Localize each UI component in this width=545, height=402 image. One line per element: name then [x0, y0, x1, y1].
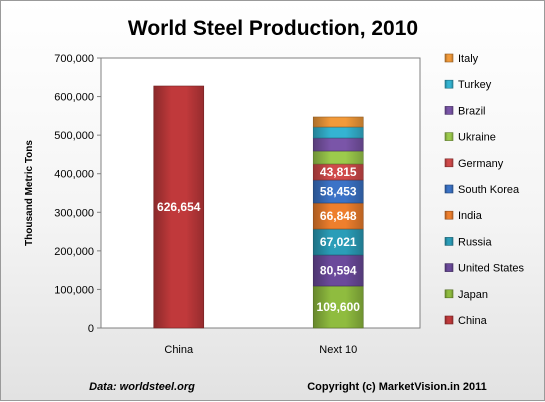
bar-next-10-japan: [312, 285, 364, 329]
legend-label: Russia: [458, 236, 493, 248]
legend-label: Ukraine: [458, 132, 496, 144]
copyright-notice: Copyright (c) MarketVision.in 2011: [307, 381, 487, 393]
plot-background: [100, 57, 421, 329]
y-tick-label: 500,000: [54, 130, 94, 142]
data-labels: 626,654 109,600 80,594 67,021 66,848 58,453 43…: [157, 165, 360, 314]
legend-swatch: [444, 106, 454, 115]
data-label: 109,600: [317, 300, 361, 314]
x-tick-label: China: [164, 344, 194, 356]
y-tick-label: 600,000: [54, 92, 94, 104]
legend-label: Brazil: [458, 105, 486, 117]
legend-swatch: [444, 237, 454, 246]
bar-next-10-italy: [312, 116, 364, 128]
data-label: 43,815: [320, 165, 357, 179]
bar-next-10-united-states: [312, 254, 364, 287]
y-tick-label: 700,000: [54, 53, 94, 65]
legend: Italy Turkey Brazil Ukraine Germany South Kor…: [444, 53, 525, 327]
data-label: 626,654: [157, 200, 201, 214]
bar-next-10-russia: [312, 228, 364, 256]
y-tick-label: 300,000: [54, 207, 94, 219]
legend-swatch: [444, 53, 454, 63]
data-label: 80,594: [320, 264, 357, 278]
legend-label: India: [458, 210, 483, 222]
data-label: 58,453: [320, 185, 357, 199]
bar-next-10-brazil: [312, 137, 364, 152]
y-axis-label: Thousand Metric Tons: [24, 140, 35, 246]
legend-label: Turkey: [458, 79, 492, 91]
legend-label: Germany: [458, 158, 504, 170]
legend-swatch: [444, 132, 454, 141]
plot-area: [100, 57, 421, 329]
legend-label: Italy: [458, 53, 479, 65]
y-axis: 0 100,000 200,000 300,000 400,000 500,000 600,…: [54, 53, 101, 335]
y-tick-label: 0: [88, 323, 94, 335]
data-label: 67,021: [320, 235, 357, 249]
x-axis: China Next 10: [164, 344, 357, 356]
chart-title: World Steel Production, 2010: [128, 17, 418, 40]
legend-swatch: [444, 158, 454, 168]
data-source: Data: worldsteel.org: [89, 381, 195, 393]
legend-label: Japan: [458, 289, 488, 301]
bar-china-china: [153, 85, 205, 329]
y-tick-label: 100,000: [54, 284, 94, 296]
x-tick-label: Next 10: [319, 344, 357, 356]
legend-swatch: [444, 315, 454, 325]
legend-label: South Korea: [458, 184, 520, 196]
legend-swatch: [444, 184, 454, 194]
y-tick-label: 200,000: [54, 246, 94, 258]
legend-label: China: [458, 315, 488, 327]
legend-label: United States: [458, 263, 525, 275]
legend-swatch: [444, 263, 454, 272]
legend-swatch: [444, 210, 454, 220]
y-tick-label: 400,000: [54, 169, 94, 181]
legend-swatch: [444, 79, 454, 89]
bar-next-10-india: [312, 202, 364, 230]
bar-next-10-turkey: [312, 126, 364, 139]
bar-next-10-ukraine: [312, 150, 364, 165]
legend-swatch: [444, 289, 454, 299]
bars: [153, 85, 364, 329]
data-label: 66,848: [320, 209, 357, 223]
